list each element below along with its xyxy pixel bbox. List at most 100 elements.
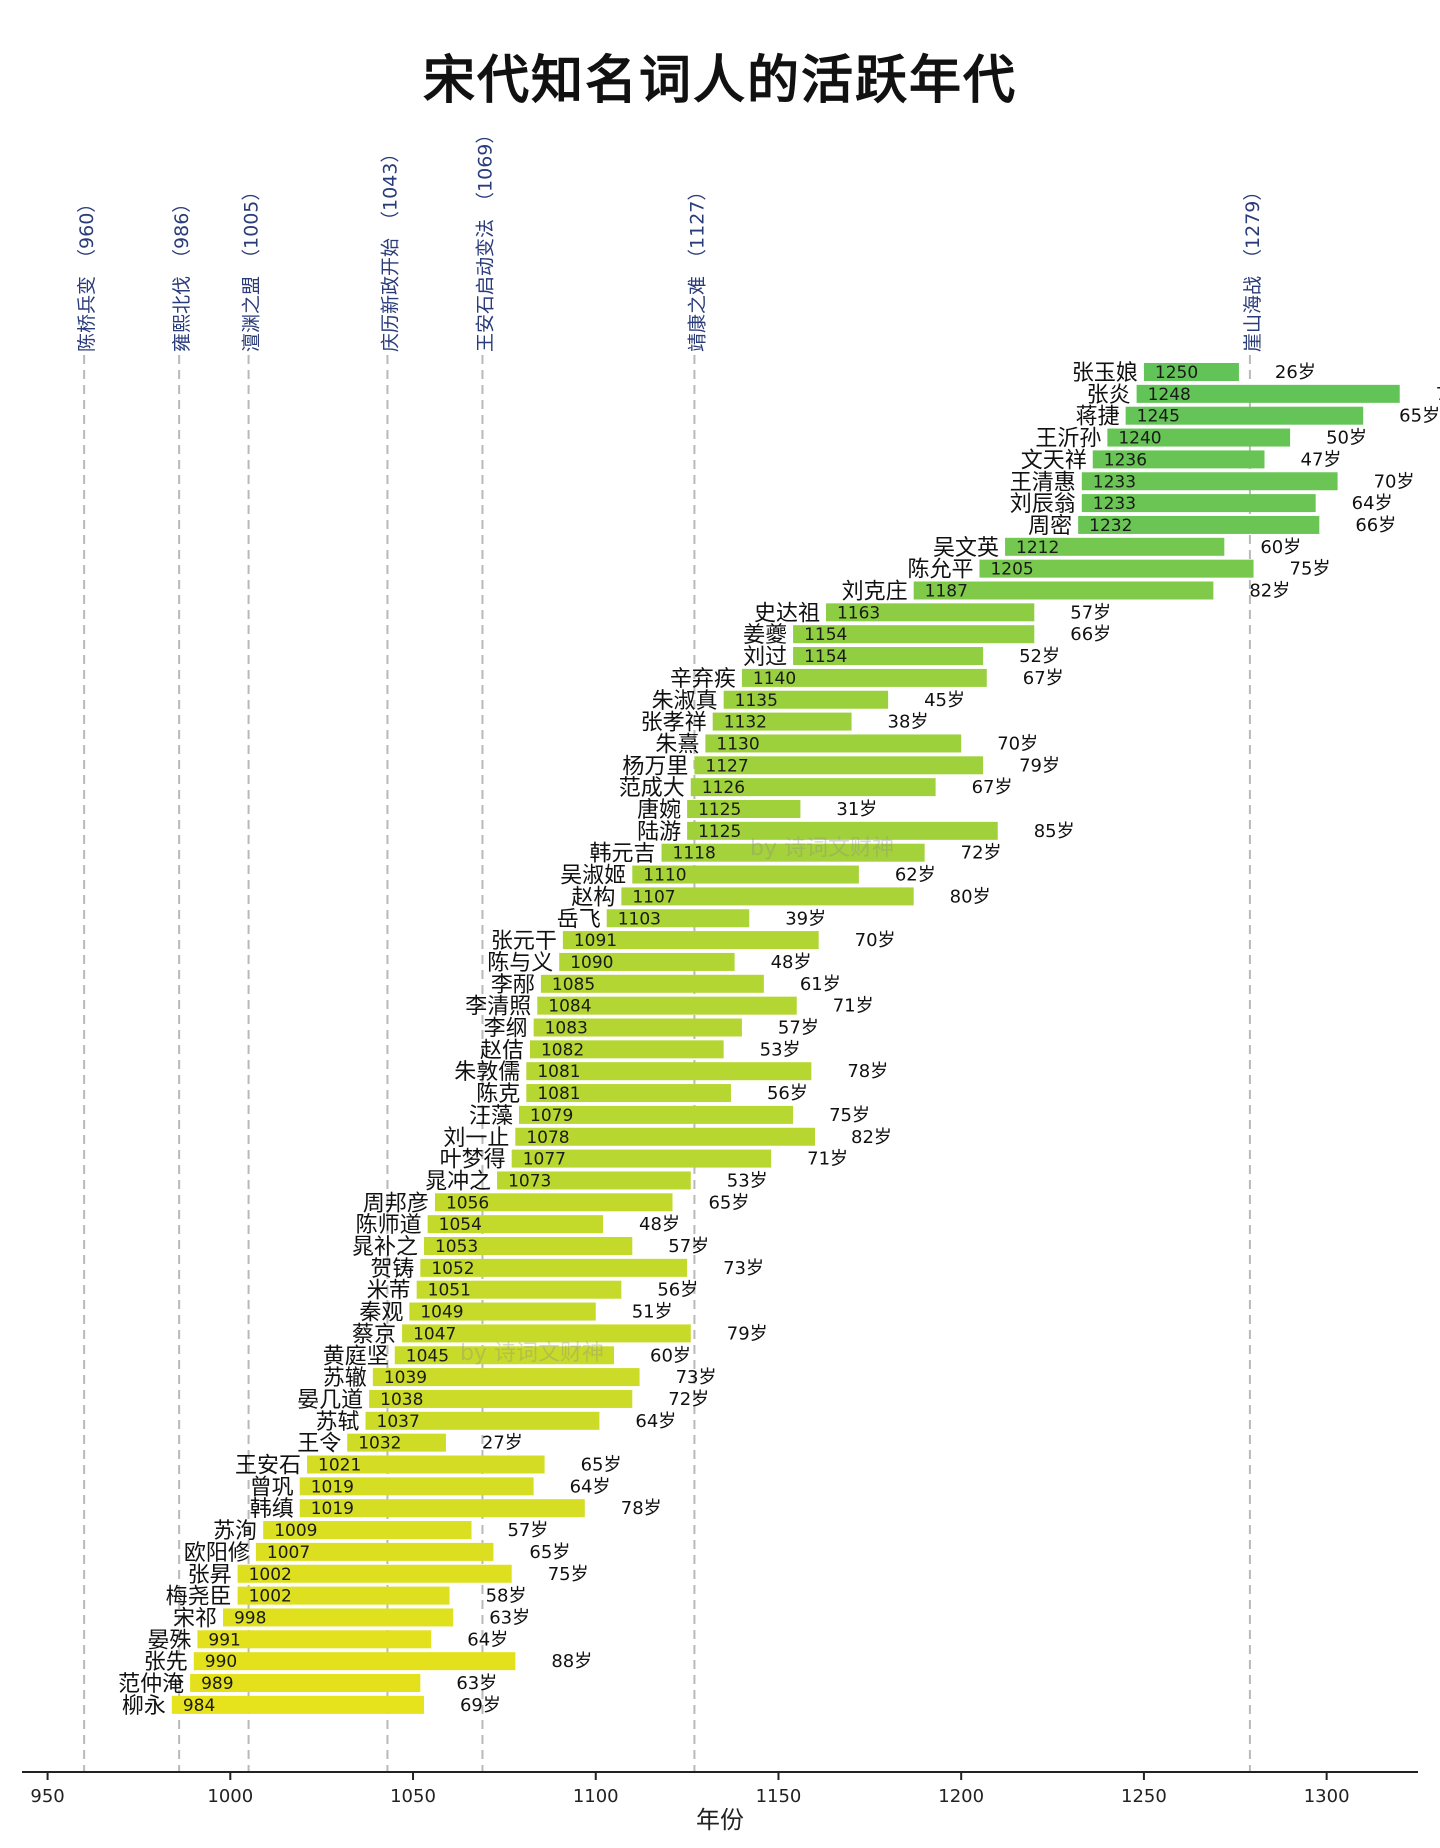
poet-name: 李清照 [465,995,531,1020]
poet-bar [299,1499,585,1518]
bar-start-label: 1245 [1137,407,1180,427]
event-label: 庆历新政开始 （1043） [379,144,401,352]
poet-bar [1143,363,1239,381]
poet-name: 张先 [144,1650,188,1675]
age-label: 73岁 [723,1258,764,1279]
poet-name: 刘一止 [443,1126,509,1151]
poet-bar [537,996,797,1015]
bar-start-label: 1127 [705,756,748,776]
age-label: 56岁 [657,1280,698,1301]
age-label: 72岁 [668,1389,709,1410]
age-label: 60岁 [650,1345,691,1366]
bar-start-label: 998 [234,1608,266,1628]
watermark: by 诗词文财神 [750,836,894,861]
age-label: 57岁 [778,1018,819,1039]
bar-start-label: 1130 [716,734,759,754]
poet-name: 陈克 [476,1082,520,1107]
bar-start-label: 1110 [643,866,686,886]
poet-bar [540,974,764,993]
poet-name: 张元干 [491,929,557,954]
poet-bar [1136,384,1400,403]
age-label: 64岁 [1352,493,1393,514]
bar-start-label: 1019 [311,1499,354,1519]
poet-bar [533,1018,742,1037]
poet-name: 欧阳修 [184,1541,250,1566]
bar-start-label: 1053 [435,1237,478,1257]
bar-start-label: 1047 [413,1324,456,1344]
bar-start-label: 1118 [673,844,716,864]
poet-bar [519,1105,794,1124]
bar-start-label: 1021 [318,1456,361,1476]
poet-name: 岳飞 [557,907,601,932]
poet-bar [687,800,801,818]
bar-start-label: 1002 [249,1565,292,1585]
age-label: 72岁 [1436,384,1440,405]
age-label: 57岁 [668,1236,709,1257]
bar-start-label: 984 [183,1696,215,1716]
poet-bar [1081,494,1316,513]
poet-name: 秦观 [359,1301,403,1326]
poet-name: 陈允平 [907,558,973,583]
poet-name: 叶梦得 [440,1148,506,1173]
bar-start-label: 1037 [377,1412,420,1432]
x-tick-label: 1250 [1121,1786,1167,1807]
poet-name: 唐婉 [637,798,681,823]
x-tick-label: 1300 [1304,1786,1350,1807]
x-tick-label: 950 [30,1786,64,1807]
age-label: 39岁 [785,908,826,929]
poet-name: 曾巩 [250,1475,294,1500]
x-tick-label: 1000 [207,1786,253,1807]
bar-start-label: 1187 [925,582,968,602]
poet-name: 陈与义 [487,951,553,976]
bar-start-label: 1085 [552,975,595,995]
bar-start-label: 1126 [702,778,745,798]
poet-bar [793,625,1035,644]
bar-start-label: 1077 [523,1150,566,1170]
poet-bar [237,1586,450,1605]
poet-name: 刘过 [743,645,787,670]
poet-name: 刘辰翁 [1010,492,1076,517]
age-label: 66岁 [1355,515,1396,536]
age-label: 64岁 [570,1476,611,1497]
age-label: 75岁 [1290,559,1331,580]
poet-name: 蒋捷 [1076,405,1120,430]
poet-name: 史达祖 [754,601,820,626]
poet-name: 李纲 [484,1017,528,1042]
poet-bar [529,1040,724,1059]
bar-start-label: 1212 [1016,538,1059,558]
poet-name: 晏几道 [297,1388,363,1413]
poet-name: 王沂孙 [1035,427,1101,452]
poet-name: 贺铸 [370,1257,414,1282]
bar-start-label: 1091 [574,931,617,951]
x-axis-label: 年份 [696,1806,744,1834]
x-tick-label: 1200 [938,1786,984,1807]
bar-start-label: 1051 [428,1281,471,1301]
age-label: 71岁 [807,1149,848,1170]
age-label: 72岁 [961,843,1002,864]
age-label: 82岁 [851,1127,892,1148]
bar-start-label: 1125 [698,822,741,842]
poet-name: 文天祥 [1021,448,1087,473]
bar-start-label: 1140 [753,669,796,689]
poet-bar [307,1455,545,1474]
age-label: 75岁 [829,1105,870,1126]
bar-start-label: 1248 [1148,385,1191,405]
age-label: 47岁 [1301,449,1342,470]
poet-name: 晁冲之 [425,1169,491,1194]
poet-bar [694,756,984,775]
poet-bar [526,1084,731,1103]
bar-start-label: 1049 [420,1303,463,1323]
poet-bar [621,887,914,906]
bar-start-label: 1009 [274,1521,317,1541]
age-label: 82岁 [1249,581,1290,602]
bar-start-label: 1163 [837,603,880,623]
bar-start-label: 1103 [618,909,661,929]
poet-bar [705,734,962,753]
age-label: 53岁 [760,1039,801,1060]
poet-bar [409,1302,596,1321]
poet-name: 朱熹 [655,732,699,757]
age-label: 75岁 [548,1564,589,1585]
poet-name: 王安石 [235,1454,301,1479]
event-year: （1069） [474,125,496,211]
poet-name: 张孝祥 [641,711,707,736]
